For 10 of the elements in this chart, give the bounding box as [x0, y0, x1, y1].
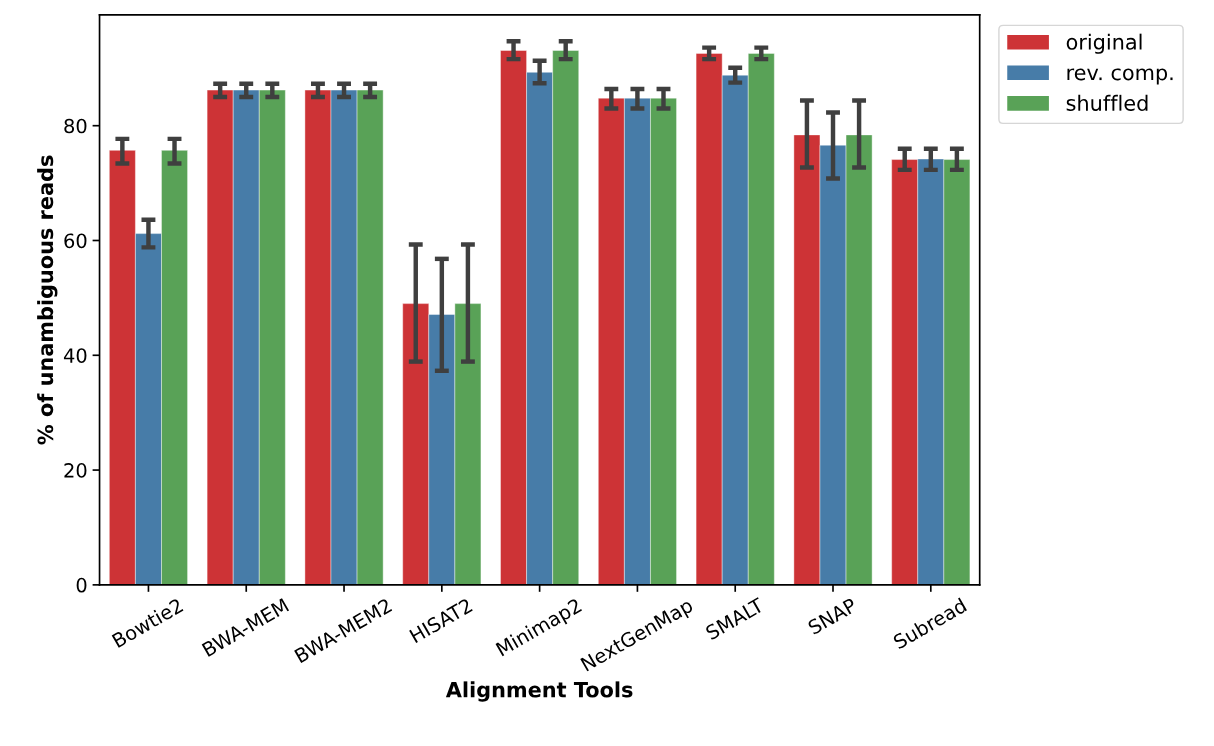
y-tick-label: 40: [63, 348, 87, 363]
y-axis-title: % of unambiguous reads: [37, 155, 58, 445]
x-axis-title: Alignment Tools: [445, 681, 633, 702]
y-tick-label: 0: [76, 577, 87, 593]
legend-label: rev. comp.: [1067, 68, 1173, 85]
y-tick-label: 60: [64, 233, 87, 249]
legend-label: original: [1066, 33, 1142, 54]
y-tick-label: 80: [64, 118, 87, 134]
legend-label: shuffled: [1066, 94, 1148, 111]
y-tick-label: 20: [64, 463, 87, 478]
